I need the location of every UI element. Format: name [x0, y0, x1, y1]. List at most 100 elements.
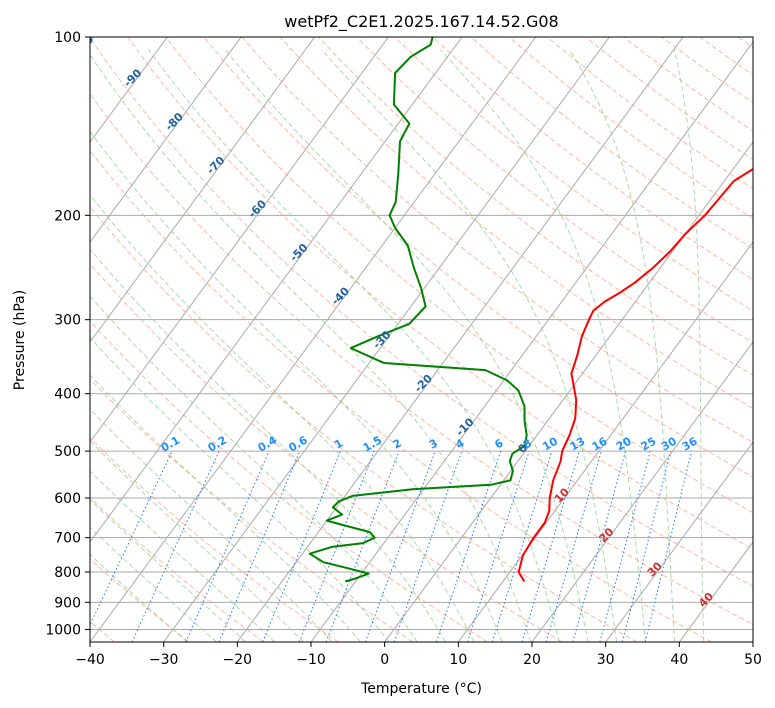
sounding-series	[308, 37, 753, 583]
mixing-ratio-label: 4	[453, 436, 466, 451]
chart-title: wetPf2_C2E1.2025.167.14.52.G08	[284, 12, 558, 32]
y-axis: 100 200 300 400 500 600 700 800 900 1000	[45, 30, 90, 638]
y-tick-label: 800	[54, 565, 81, 581]
isotherm-line	[236, 37, 684, 642]
dry-adiabat	[90, 497, 264, 642]
isotherm-line	[384, 141, 753, 642]
y-tick-label: 700	[54, 531, 81, 547]
isobar-grid	[90, 37, 753, 630]
mixing-ratio-label: 3	[427, 437, 440, 452]
y-tick-label: 100	[54, 30, 81, 46]
x-tick-label: −20	[223, 652, 253, 668]
y-tick-label: 300	[54, 313, 81, 329]
mixing-ratio-line	[521, 450, 580, 642]
x-tick-label: −10	[296, 652, 326, 668]
mixing-ratio-line	[364, 450, 436, 642]
x-tick-label: 40	[670, 652, 688, 668]
moist-adiabat	[90, 295, 418, 642]
isotherm-line	[90, 37, 389, 443]
mixing-ratio-line	[218, 450, 301, 642]
mixing-ratio-line	[491, 450, 553, 642]
adiabat-label: -20	[412, 372, 435, 395]
isotherm-line	[90, 37, 168, 143]
adiabat-label: -40	[329, 284, 352, 307]
x-tick-label: 50	[744, 652, 762, 668]
isotherm-line	[752, 641, 753, 642]
adiabat-label: -60	[246, 197, 269, 220]
x-tick-label: 10	[449, 652, 467, 668]
isotherm-line	[531, 341, 753, 642]
dry-adiabat	[623, 37, 753, 132]
isotherm-line	[90, 37, 242, 243]
adiabat-label: -70	[204, 154, 227, 177]
moist-adiabat	[90, 194, 475, 642]
isotherm-line	[163, 37, 610, 642]
dry-adiabat	[318, 37, 753, 376]
x-tick-label: 30	[597, 652, 615, 668]
adiabat-label: -10	[453, 415, 476, 438]
mixing-ratio-line	[644, 450, 693, 642]
moist-adiabat	[90, 408, 333, 642]
y-tick-label: 900	[54, 595, 81, 611]
moist-adiabat	[90, 526, 217, 642]
mixing-ratio-line	[435, 450, 502, 642]
dry-adiabat	[699, 37, 753, 76]
moist-adiabat	[90, 248, 446, 642]
moist-adiabat	[440, 49, 647, 642]
x-tick-label: −40	[75, 652, 105, 668]
isotherm-line	[605, 441, 753, 642]
y-tick-label: 600	[54, 491, 81, 507]
adiabat-label: -50	[287, 241, 310, 264]
dry-adiabat	[661, 37, 753, 104]
mixing-ratio-line	[599, 450, 651, 642]
dry-adiabat	[90, 206, 638, 642]
moist-adiabat	[90, 470, 275, 642]
isotherm-line	[310, 41, 753, 642]
dry-adiabat	[90, 320, 488, 642]
dry-adiabat	[90, 558, 190, 642]
dry-adiabat	[470, 37, 753, 250]
mixing-ratio-line	[621, 450, 672, 642]
y-axis-label: Pressure (hPa)	[12, 290, 28, 390]
adiabat-label: 10	[552, 485, 572, 505]
mixing-ratio-line	[185, 450, 270, 642]
moist-adiabat	[673, 49, 705, 642]
adiabat-label: 40	[696, 590, 716, 610]
x-tick-label: −30	[149, 652, 179, 668]
mixing-ratio-label: 6	[492, 436, 505, 451]
moist-adiabat	[90, 440, 304, 642]
x-tick-label: 0	[380, 652, 389, 668]
dewpoint-line	[308, 37, 528, 583]
mixing-ratio-line	[572, 450, 627, 642]
dry-adiabat	[508, 37, 753, 220]
moist-adiabat	[148, 49, 560, 642]
moist-adiabats	[90, 49, 705, 642]
isotherm-line	[90, 37, 537, 642]
x-axis-label: Temperature (°C)	[360, 681, 482, 697]
moist-adiabat	[90, 374, 361, 642]
dry-adiabat	[165, 37, 753, 514]
mixing-ratio-label: 1	[332, 437, 345, 452]
mixing-ratio-line	[131, 450, 220, 642]
mixing-ratio-line	[90, 450, 173, 626]
moist-adiabat	[90, 53, 532, 642]
adiabat-label: 30	[645, 559, 665, 579]
moist-adiabat	[90, 498, 247, 642]
mixing-ratio-line	[467, 450, 530, 642]
y-tick-label: 400	[54, 387, 81, 403]
mixing-ratio-lines	[90, 450, 693, 642]
moist-adiabat	[568, 49, 676, 642]
y-tick-label: 500	[54, 444, 81, 460]
dry-adiabat	[90, 93, 753, 626]
dry-adiabat	[127, 37, 753, 550]
adiabat-label: -80	[163, 110, 186, 133]
mixing-ratio-label: 2	[391, 437, 404, 452]
isotherm-grid	[90, 37, 753, 642]
moist-adiabat	[90, 336, 390, 642]
x-tick-label: 20	[523, 652, 541, 668]
plot-frame	[89, 36, 754, 643]
dry-adiabat	[737, 37, 753, 49]
dry-adiabat	[279, 37, 753, 410]
moist-adiabat	[90, 130, 503, 642]
